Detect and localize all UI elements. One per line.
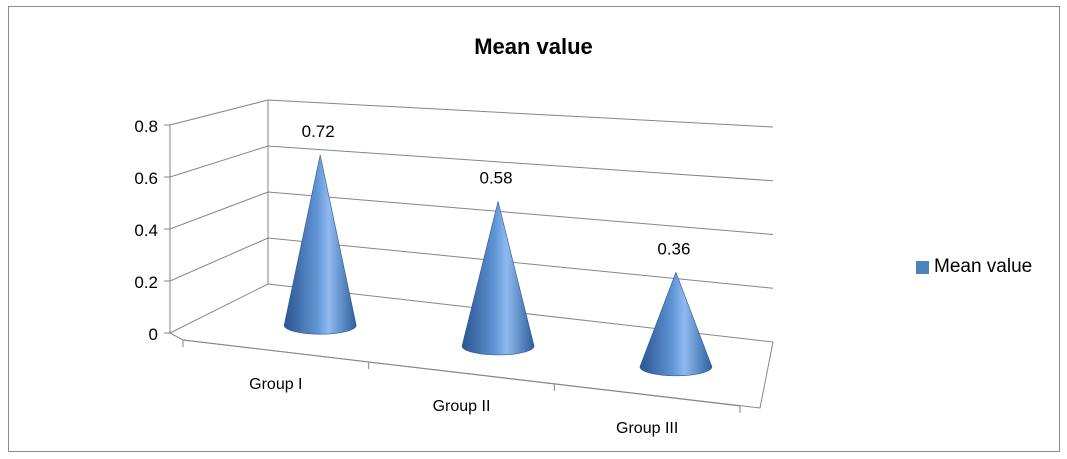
gridline: [169, 191, 774, 235]
data-label: 0.72: [302, 122, 335, 141]
cone-bar: [461, 201, 535, 356]
chart-frame: [8, 6, 1060, 452]
legend: Mean value: [916, 256, 1032, 278]
gridline: [169, 145, 774, 182]
x-tick-label: Group I: [249, 376, 302, 393]
y-tick-label: 0.4: [134, 221, 158, 240]
data-label: 0.36: [657, 239, 690, 258]
cone-body: [639, 271, 713, 377]
cone-bar: [283, 154, 357, 335]
data-label: 0.58: [480, 168, 513, 187]
floor-plane: [168, 283, 774, 409]
y-tick-label: 0: [149, 325, 158, 344]
legend-label: Mean value: [934, 256, 1033, 277]
cone-body: [283, 154, 357, 335]
gridline: [169, 99, 774, 128]
y-tick-label: 0.6: [134, 169, 158, 188]
y-tick-label: 0.8: [134, 117, 158, 136]
cone-body: [461, 201, 535, 356]
y-tick-label: 0.2: [134, 273, 158, 292]
x-tick-label: Group II: [433, 398, 491, 415]
chart-title: Mean value: [474, 34, 593, 59]
cone-bar: [639, 271, 713, 377]
legend-swatch: [916, 260, 929, 274]
x-tick-label: Group III: [616, 420, 678, 437]
x-axis-line: [182, 339, 741, 407]
